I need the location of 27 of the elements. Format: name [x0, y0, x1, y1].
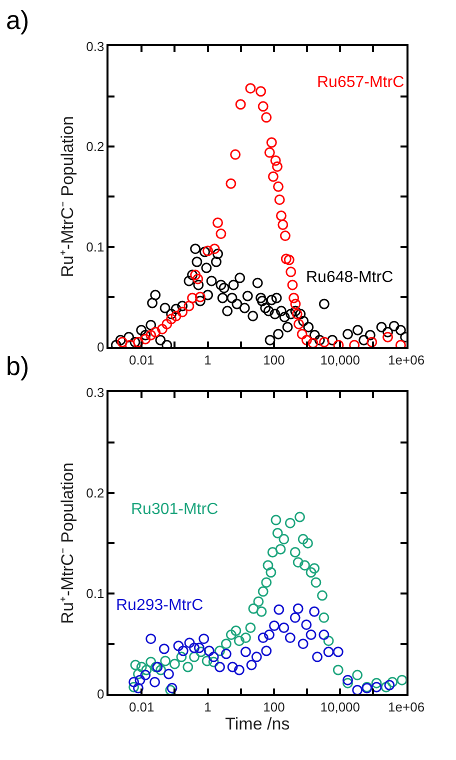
series-label: Ru648-MtrC: [306, 269, 394, 286]
x-tick-label: 1e+06: [388, 352, 425, 368]
x-tick-label: 1: [204, 352, 212, 368]
text: Ru657-MtrC: [317, 74, 404, 91]
x-axis-title: Time /ns: [225, 714, 290, 734]
chart-title: b): [6, 351, 30, 381]
y-axis-title: Ru⁺-MtrC⁻ Population: [58, 116, 78, 278]
x-tick-label: 0.01: [128, 700, 154, 715]
y-tick-label: 0: [96, 340, 104, 355]
y-tick-label: 0.2: [86, 485, 104, 500]
x-tick-label: 100: [263, 700, 285, 715]
text: Ru301-MtrC: [131, 501, 218, 518]
x-tick-label: 10,000: [320, 700, 360, 715]
y-tick-label: 0.1: [86, 586, 104, 602]
x-tick-label: 10,000: [320, 352, 360, 368]
series-label: Ru293-MtrC: [116, 597, 204, 614]
y-tick-label: 0.3: [86, 38, 104, 54]
x-tick-label: 1e+06: [388, 700, 425, 715]
x-tick-label: 0.01: [128, 352, 154, 368]
y-tick-label: 0: [96, 686, 104, 702]
chart-title: a): [6, 5, 30, 35]
x-tick-label: 100: [263, 352, 285, 368]
y-tick-label: 0.2: [86, 139, 104, 154]
y-axis-title: Ru⁺-MtrC⁻ Population: [58, 462, 78, 624]
x-tick-label: 1: [204, 700, 212, 715]
y-tick-label: 0.3: [86, 384, 104, 400]
y-tick-label: 0.1: [86, 239, 104, 254]
